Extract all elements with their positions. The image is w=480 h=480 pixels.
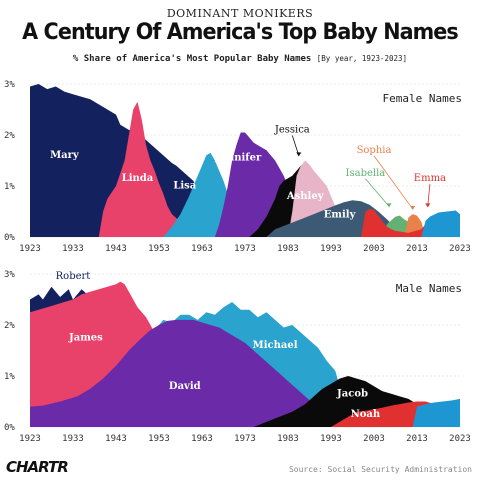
female-arrow-sophia <box>373 155 414 210</box>
male-names-chart: 0% 1% 2% 3% 1923 1933 1943 1953 1963 1973 1983 1993… <box>4 270 471 444</box>
male-x-tick: 1973 <box>234 434 256 444</box>
female-x-tick: 1933 <box>62 244 84 254</box>
female-label-linda: Linda <box>122 173 154 184</box>
male-y-tick: 1% <box>4 372 15 382</box>
female-label-lisa: Lisa <box>173 181 196 192</box>
subtitle: % Share of America's Most Popular Baby N… <box>0 54 480 64</box>
female-label-ashley: Ashley <box>286 191 325 202</box>
female-label-mary: Mary <box>50 150 80 161</box>
female-y-tick: 3% <box>4 80 15 90</box>
female-x-tick: 1973 <box>234 244 256 254</box>
female-arrowhead-jessica <box>296 152 302 157</box>
male-label-robert: Robert <box>56 271 91 282</box>
kicker: DOMINANT MONIKERS <box>166 7 314 20</box>
female-y-tick: 2% <box>4 131 15 141</box>
male-x-tick: 1963 <box>191 434 213 444</box>
female-panel-label: Female Names <box>383 92 462 105</box>
female-label-emma: Emma <box>414 173 446 184</box>
female-x-tick: 1983 <box>277 244 299 254</box>
female-x-tick: 1923 <box>19 244 41 254</box>
male-x-tick: 2023 <box>449 434 471 444</box>
female-label-sophia: Sophia <box>357 145 392 156</box>
male-x-tick: 1943 <box>105 434 127 444</box>
male-area-series-6 <box>412 398 460 427</box>
male-label-michael: Michael <box>253 340 298 351</box>
female-x-tick: 2013 <box>406 244 428 254</box>
male-y-tick: 3% <box>4 270 15 280</box>
female-arrowhead-isabella <box>386 203 392 208</box>
male-x-tick: 1993 <box>320 434 342 444</box>
female-arrowhead-sophia <box>410 205 416 210</box>
male-area-david <box>30 319 349 427</box>
subtitle-range: [By year, 1923-2023] <box>316 54 408 63</box>
female-x-tick: 1943 <box>105 244 127 254</box>
female-x-tick: 1953 <box>148 244 170 254</box>
female-arrowhead-emma <box>425 203 431 208</box>
female-arrow-isabella <box>365 178 390 207</box>
male-x-tick: 2003 <box>363 434 385 444</box>
female-area-emma <box>361 208 443 237</box>
female-y-tick: 1% <box>4 182 15 192</box>
female-x-tick: 1993 <box>320 244 342 254</box>
male-label-noah: Noah <box>351 409 381 420</box>
male-x-tick: 1953 <box>148 434 170 444</box>
female-x-tick: 1963 <box>191 244 213 254</box>
female-arrow-jessica <box>291 135 300 156</box>
male-x-tick: 1933 <box>62 434 84 444</box>
male-x-tick: 1983 <box>277 434 299 444</box>
female-x-tick: 2023 <box>449 244 471 254</box>
subtitle-main: % Share of America's Most Popular Baby N… <box>72 54 312 64</box>
male-y-tick: 0% <box>4 423 15 433</box>
female-names-chart: 0% 1% 2% 3% 1923 1933 1943 1953 1963 1973 1983 1993… <box>4 80 471 254</box>
male-panel-label: Male Names <box>396 282 462 295</box>
male-x-tick: 2013 <box>406 434 428 444</box>
female-area-linda <box>98 101 198 237</box>
female-y-tick: 0% <box>4 233 15 243</box>
male-label-james: James <box>68 332 103 343</box>
female-label-emily: Emily <box>324 210 357 221</box>
male-y-tick: 2% <box>4 321 15 331</box>
male-label-david: David <box>169 381 201 392</box>
source-note: Source: Social Security Administration <box>288 465 472 474</box>
female-label-jennifer: Jennifer <box>215 153 262 164</box>
female-area-series-10 <box>421 210 460 237</box>
female-label-jessica: Jessica <box>274 124 310 135</box>
female-x-tick: 2003 <box>363 244 385 254</box>
chartr-logo: CHARTR <box>6 458 69 476</box>
male-label-jacob: Jacob <box>336 388 368 399</box>
male-x-tick: 1923 <box>19 434 41 444</box>
female-arrow-emma <box>427 183 431 207</box>
page-title: A Century Of America's Top Baby Names <box>22 19 459 45</box>
female-label-isabella: Isabella <box>346 168 386 179</box>
